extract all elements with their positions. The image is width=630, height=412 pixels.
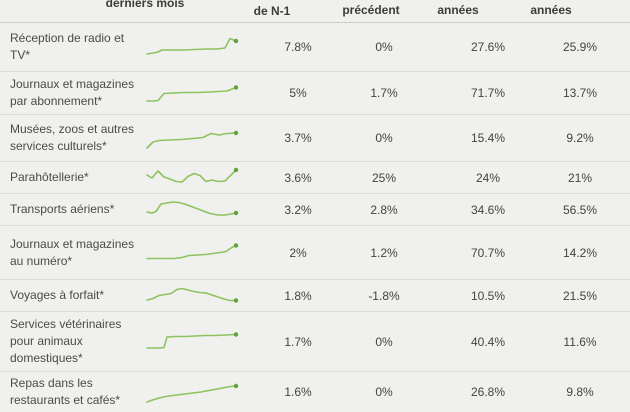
table-row: Journaux et magazines par abonnement* 5%… bbox=[0, 72, 630, 115]
value-cell: 2% bbox=[289, 245, 307, 260]
row-label: Transports aériens* bbox=[10, 202, 115, 216]
row-label: Repas dans les restaurants et cafés* bbox=[10, 376, 121, 407]
sparkline-cell bbox=[140, 284, 240, 308]
table-row: Réception de radio et TV* 7.8% 0% 27.6% … bbox=[0, 23, 630, 72]
value-cell: 25% bbox=[371, 170, 397, 185]
value-cell: 40.4% bbox=[470, 334, 506, 349]
value-cell: 26.8% bbox=[470, 385, 506, 399]
value-cell: 5% bbox=[289, 86, 307, 100]
value-cell: 34.6% bbox=[470, 202, 506, 217]
value-cell: 3.7% bbox=[284, 131, 312, 145]
value-cell: 0% bbox=[375, 385, 393, 399]
value-cell: 71.7% bbox=[470, 86, 506, 100]
table-row: Journaux et magazines au numéro* 2% 1.2%… bbox=[0, 226, 630, 280]
row-label: Services vétérinaires pour animaux domes… bbox=[10, 317, 122, 365]
value-cell: 11.6% bbox=[563, 334, 597, 349]
value-cell: 9.8% bbox=[566, 385, 594, 399]
row-label: Journaux et magazines par abonnement* bbox=[10, 77, 135, 108]
value-cell: 10.5% bbox=[470, 288, 506, 303]
sparkline-chart bbox=[146, 331, 239, 349]
column-header-de-n1: de N-1 bbox=[253, 4, 291, 18]
table-row: Services vétérinaires pour animaux domes… bbox=[0, 312, 630, 372]
row-label: Musées, zoos et autres services culturel… bbox=[10, 122, 135, 153]
row-label: Voyages à forfait* bbox=[10, 288, 105, 302]
sparkline-cell bbox=[140, 126, 240, 150]
value-cell: 27.6% bbox=[470, 40, 506, 54]
value-cell: 3.2% bbox=[284, 202, 312, 217]
sparkline-chart bbox=[146, 200, 239, 216]
sparkline-cell bbox=[140, 241, 240, 265]
table-row: Voyages à forfait* 1.8% -1.8% 10.5% 21.5… bbox=[0, 280, 630, 312]
column-header-derniers-mois: derniers mois bbox=[105, 0, 185, 10]
value-cell: 15.4% bbox=[470, 131, 506, 145]
value-cell: 24% bbox=[475, 170, 501, 185]
value-cell: 1.8% bbox=[284, 288, 312, 303]
column-header-precedent: précédent bbox=[342, 3, 400, 17]
sparkline-cell bbox=[140, 380, 240, 404]
table-row: Parahôtellerie* 3.6% 25% 24% 21% bbox=[0, 162, 630, 194]
value-cell: 9.2% bbox=[566, 131, 594, 145]
value-cell: 21% bbox=[567, 170, 593, 185]
value-cell: 21.5% bbox=[562, 288, 598, 303]
table-header: derniers mois de N-1 précédent années an… bbox=[0, 0, 630, 23]
sparkline-cell bbox=[140, 35, 240, 59]
value-cell: -1.8% bbox=[368, 288, 400, 303]
value-cell: 1.6% bbox=[284, 385, 312, 399]
sparkline-chart bbox=[146, 130, 239, 149]
table-row: Transports aériens* 3.2% 2.8% 34.6% 56.5… bbox=[0, 194, 630, 226]
value-cell: 1.7% bbox=[284, 334, 312, 349]
sparkline-cell bbox=[140, 330, 240, 354]
value-cell: 13.7% bbox=[562, 86, 598, 100]
value-cell: 2.8% bbox=[370, 202, 398, 217]
value-cell: 56.5% bbox=[562, 202, 598, 217]
row-label: Parahôtellerie* bbox=[10, 170, 89, 184]
table-row: Musées, zoos et autres services culturel… bbox=[0, 115, 630, 162]
column-header-annees-2: années bbox=[530, 3, 572, 17]
value-cell: 25.9% bbox=[562, 40, 598, 54]
sparkline-chart bbox=[146, 383, 239, 403]
sparkline-cell bbox=[140, 198, 240, 222]
row-label: Réception de radio et TV* bbox=[10, 31, 125, 62]
value-cell: 3.6% bbox=[284, 170, 312, 185]
sparkline-chart bbox=[146, 287, 239, 303]
sparkline-chart bbox=[146, 167, 239, 183]
value-cell: 7.8% bbox=[284, 40, 312, 54]
value-cell: 1.2% bbox=[370, 245, 398, 260]
sparkline-chart bbox=[146, 85, 239, 102]
value-cell: 0% bbox=[375, 334, 393, 349]
value-cell: 1.7% bbox=[370, 86, 398, 100]
sparkline-cell bbox=[140, 166, 240, 190]
column-header-annees-1: années bbox=[437, 3, 479, 17]
sparkline-cell bbox=[140, 81, 240, 105]
sparkline-chart bbox=[146, 242, 239, 259]
value-cell: 0% bbox=[375, 131, 393, 145]
row-label: Journaux et magazines au numéro* bbox=[10, 236, 135, 268]
table-body: Réception de radio et TV* 7.8% 0% 27.6% … bbox=[0, 23, 630, 412]
sparkline-chart bbox=[146, 37, 239, 55]
table-row: Repas dans les restaurants et cafés* 1.6… bbox=[0, 372, 630, 412]
value-cell: 0% bbox=[375, 40, 393, 54]
value-cell: 14.2% bbox=[562, 245, 598, 260]
value-cell: 70.7% bbox=[470, 245, 506, 260]
